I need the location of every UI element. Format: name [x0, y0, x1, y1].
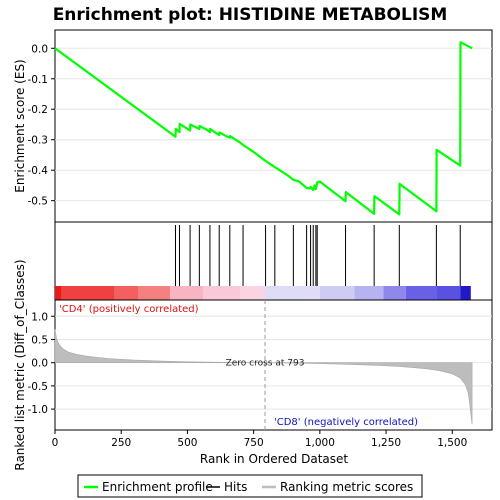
- x-axis-label: Rank in Ordered Dataset: [200, 452, 348, 466]
- heatbar-segment: [240, 286, 266, 300]
- x-tick-label: 250: [111, 437, 131, 449]
- metric-ytick-label: 0.0: [31, 358, 48, 370]
- negative-correlation-label: 'CD8' (negatively correlated): [274, 417, 418, 428]
- es-ytick-label: -0.3: [28, 135, 49, 147]
- metric-ytick-label: 0.5: [31, 334, 48, 346]
- legend-box: [77, 474, 423, 498]
- heatbar-segment: [436, 286, 461, 300]
- enrichment-profile-line: [54, 41, 473, 216]
- metric-ytick-label: -1.0: [28, 404, 49, 416]
- es-ytick-label: 0.0: [31, 43, 48, 55]
- heatbar-segment: [265, 286, 320, 300]
- x-tick-label: 500: [177, 437, 197, 449]
- legend-label: Ranking metric scores: [280, 480, 413, 494]
- heatbar-segment: [55, 286, 62, 300]
- heatbar-segment: [460, 286, 471, 300]
- heatbar-segment: [170, 286, 204, 300]
- heatbar-segment: [383, 286, 406, 300]
- x-tick-label: 1,500: [437, 437, 467, 449]
- x-tick-label: 0: [52, 437, 59, 449]
- ranking-metric-area: [54, 329, 473, 425]
- heatbar-segment: [319, 286, 355, 300]
- metric-axis-label: Ranked list metric (Diff_of_Classes): [13, 259, 27, 470]
- es-ytick-label: -0.2: [28, 104, 49, 116]
- heatbar-segment: [114, 286, 139, 300]
- es-ytick-label: -0.1: [28, 74, 49, 86]
- x-tick-label: 750: [244, 437, 264, 449]
- heatbar-segment: [405, 286, 437, 300]
- es-ytick-label: -0.5: [28, 196, 49, 208]
- legend-label: Enrichment profile: [102, 480, 213, 494]
- es-ytick-label: -0.4: [28, 165, 49, 177]
- x-tick-label: 1,250: [371, 437, 401, 449]
- metric-ytick-label: -0.5: [28, 381, 49, 393]
- heatbar-segment: [354, 286, 384, 300]
- heatbar-segment: [138, 286, 171, 300]
- es-axis-label: Enrichment score (ES): [13, 59, 27, 192]
- legend-label: Hits: [224, 480, 247, 494]
- heatbar-segment: [61, 286, 115, 300]
- x-tick-label: 1,000: [305, 437, 335, 449]
- chart-title: Enrichment plot: HISTIDINE METABOLISM: [53, 5, 448, 25]
- heatbar-segment: [203, 286, 241, 300]
- es-panel-frame: [54, 29, 493, 223]
- zero-cross-label: Zero cross at 793: [226, 359, 305, 369]
- metric-ytick-label: 1.0: [31, 311, 48, 323]
- positive-correlation-label: 'CD4' (positively correlated): [59, 304, 199, 315]
